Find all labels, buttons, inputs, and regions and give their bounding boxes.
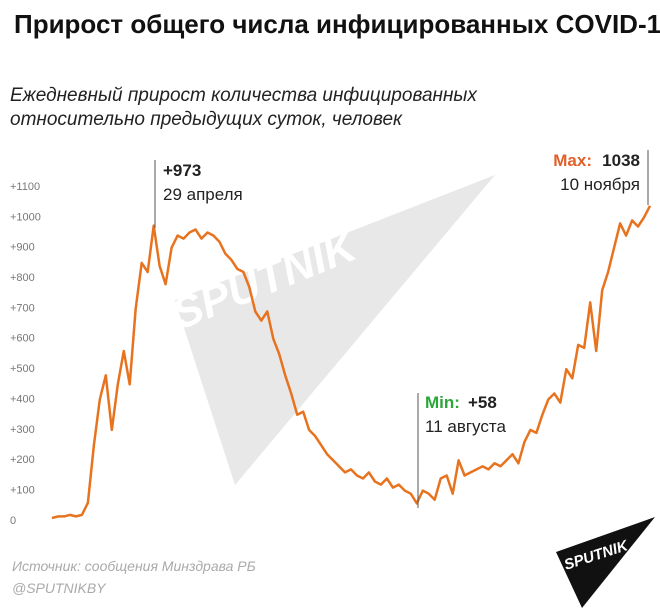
y-tick-label: +800	[10, 272, 35, 284]
y-tick-label: +300	[10, 424, 35, 436]
subtitle-box: Ежедневный прирост количества инфицирова…	[10, 85, 477, 130]
peak-value: +973	[163, 161, 201, 180]
source: Источник: сообщения Минздрава РБ	[12, 558, 256, 574]
logo: SPUTNIK	[556, 517, 655, 608]
y-tick-label: +200	[10, 454, 35, 466]
y-tick-label: +900	[10, 242, 35, 254]
max-value: 1038	[602, 151, 640, 170]
subtitle: Ежедневный прирост количества инфицирова…	[10, 85, 477, 130]
y-tick-label: +500	[10, 363, 35, 375]
watermark: SPUTNIK	[165, 175, 495, 485]
y-tick-label: +600	[10, 333, 35, 345]
y-tick-label: +400	[10, 393, 35, 405]
max-label: Max:	[553, 151, 592, 170]
min-date: 11 августа	[425, 417, 506, 436]
y-tick-label: +1000	[10, 211, 41, 223]
chart-title: Прирост общего числа инфицированных COVI…	[14, 9, 660, 39]
handle: @SPUTNIKBY	[12, 580, 107, 596]
y-tick-label: +100	[10, 485, 35, 497]
data-line	[51, 205, 652, 520]
watermark-shape	[175, 175, 495, 485]
y-tick-label: +700	[10, 302, 35, 314]
max-date: 10 ноября	[560, 175, 640, 194]
y-tick-label: 0	[10, 515, 16, 527]
y-tick-label: +1100	[10, 181, 40, 193]
min-label: Min:	[425, 393, 460, 412]
logo-shape	[556, 517, 655, 608]
min-value: +58	[468, 393, 497, 412]
peak-date: 29 апреля	[163, 185, 243, 204]
